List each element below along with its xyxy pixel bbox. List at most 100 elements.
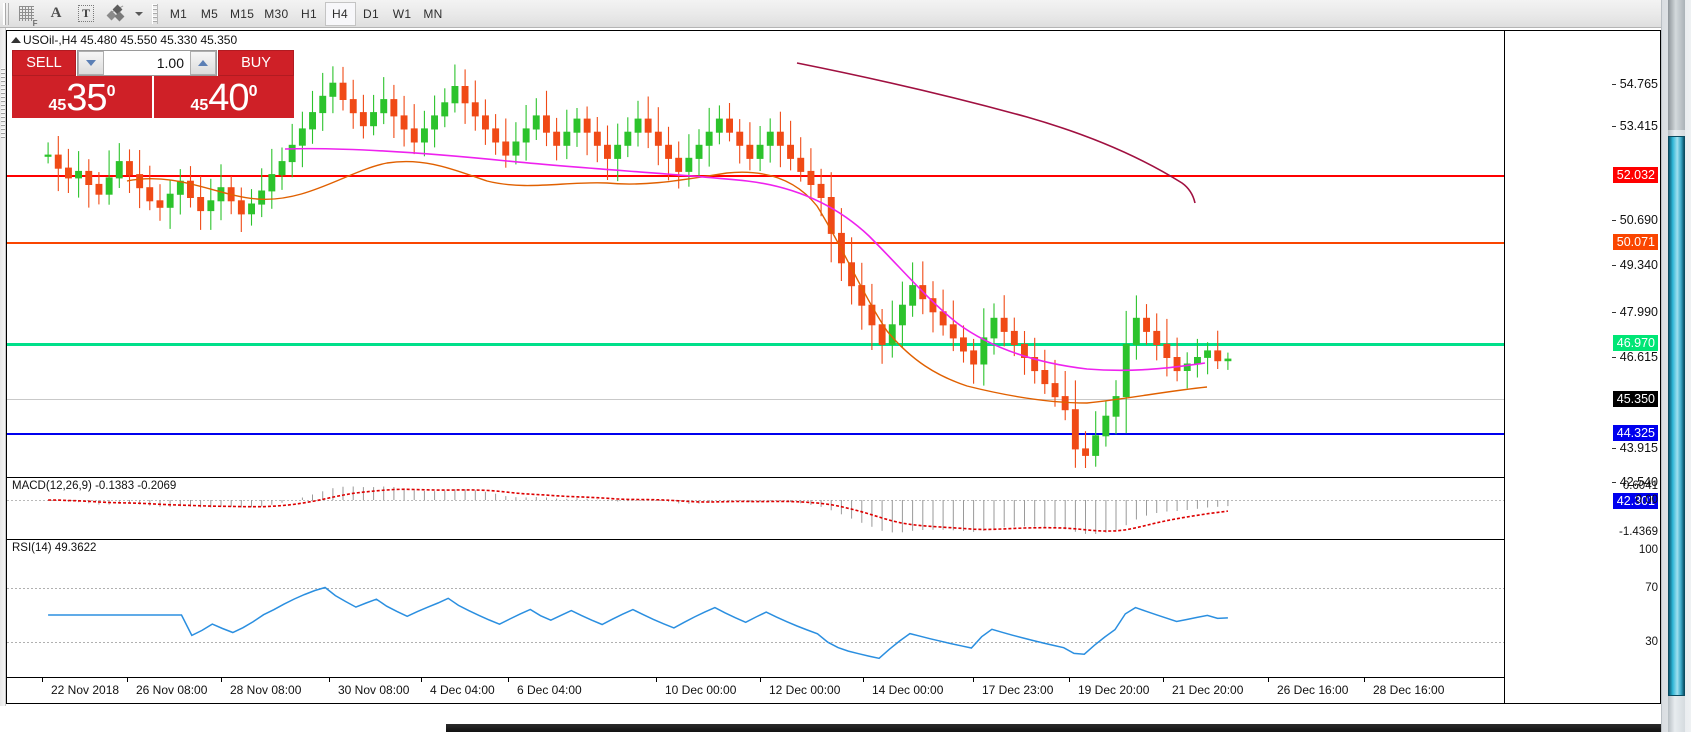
price-badge-50071[interactable]: 50.071 <box>1612 234 1658 250</box>
rsi-line <box>48 586 1228 660</box>
toolbar-drag-handle[interactable] <box>3 2 9 25</box>
trade-panel-price-row: 45 35 0 45 40 0 <box>12 76 294 118</box>
rsi-pane[interactable]: RSI(14) 49.3622 <box>7 539 1504 675</box>
candle-body <box>54 154 62 169</box>
time-axis-label-text: 26 Nov 08:00 <box>136 683 208 697</box>
ma-orange-line <box>126 160 1208 404</box>
price-badge-45350[interactable]: 45.350 <box>1612 391 1658 407</box>
candle-body <box>1000 317 1008 332</box>
candle-body <box>471 102 479 117</box>
objects-shapes-icon[interactable] <box>101 2 131 26</box>
price-tick-53415: 53.415 <box>1611 119 1658 133</box>
candle-body <box>380 99 388 114</box>
price-tick-value: 49.340 <box>1619 258 1658 272</box>
current-price-line-45350 <box>7 399 1504 400</box>
candle-body <box>248 203 256 215</box>
time-axis-label-text: 4 Dec 04:00 <box>430 683 495 697</box>
price-tick-value: 46.615 <box>1619 350 1658 364</box>
time-axis-label: 12 Dec 00:00 <box>760 677 840 697</box>
candle-body <box>899 304 906 326</box>
candle-body <box>766 131 774 146</box>
candle-body <box>736 131 744 146</box>
sell-button[interactable]: SELL <box>12 50 76 76</box>
price-badge-42301[interactable]: 42.301 <box>1612 493 1658 509</box>
price-badge-52032[interactable]: 52.032 <box>1612 167 1658 183</box>
candle-body <box>1143 317 1150 332</box>
chart-frame[interactable]: USOil-,H4 45.480 45.550 45.330 45.350 <box>6 30 1661 704</box>
time-axis-label: 14 Dec 00:00 <box>863 677 944 697</box>
timeframe-w1[interactable]: W1 <box>392 6 412 21</box>
volume-increase-button[interactable] <box>190 51 216 75</box>
grid-f-icon[interactable] <box>11 2 41 28</box>
candle-body <box>492 128 500 143</box>
time-axis-label-text: 14 Dec 00:00 <box>872 683 944 697</box>
candle-body <box>756 144 764 159</box>
volume-stepper[interactable]: 1.00 <box>77 50 217 76</box>
price-axis[interactable]: 54.765 53.415 52.032 50.690 50.071 49.340 47.9… <box>1504 31 1660 703</box>
time-axis-label: 28 Dec 16:00 <box>1364 677 1444 697</box>
price-tick-value: 44.325 <box>1616 426 1655 440</box>
price-badge-46970[interactable]: 46.970 <box>1612 335 1658 351</box>
timeframe-m5[interactable]: M5 <box>200 6 219 21</box>
timeframe-m15[interactable]: M15 <box>230 6 255 21</box>
candle-body <box>370 112 378 127</box>
candle-body <box>339 82 347 100</box>
time-axis-label: 6 Dec 04:00 <box>508 677 582 697</box>
chart-triangle-icon <box>11 37 21 43</box>
time-axis-label: 30 Nov 08:00 <box>329 677 409 697</box>
sell-price-sup: 0 <box>106 83 116 100</box>
left-rail-grip[interactable] <box>1 68 5 138</box>
support-line-44325[interactable] <box>7 433 1504 435</box>
buy-price-small: 45 <box>190 97 209 114</box>
candle-body <box>776 131 784 146</box>
vertical-scrollbar-area[interactable] <box>1661 0 1691 732</box>
candle-body <box>634 118 642 133</box>
candle-body <box>126 161 133 176</box>
candle-body <box>410 128 418 143</box>
time-axis[interactable]: 22 Nov 2018 26 Nov 08:00 28 Nov 08:00 30 No… <box>7 677 1504 703</box>
buy-button[interactable]: BUY <box>218 50 294 76</box>
candle-body <box>695 144 703 159</box>
candle-body <box>329 82 337 97</box>
resistance-line-52032[interactable] <box>7 175 1504 177</box>
candle-body <box>868 304 876 326</box>
resistance-line-50071[interactable] <box>7 242 1504 244</box>
volume-input[interactable]: 1.00 <box>104 51 190 75</box>
timeframe-m1[interactable]: M1 <box>169 6 188 21</box>
volume-decrease-button[interactable] <box>78 51 104 75</box>
support-line-46970[interactable] <box>7 343 1504 346</box>
candle-body <box>604 144 611 159</box>
price-tick-47990: 47.990 <box>1611 305 1658 319</box>
chevron-down-icon[interactable] <box>131 2 147 26</box>
candle-body <box>1061 396 1069 411</box>
price-tick-value: 43.915 <box>1619 441 1658 455</box>
candle-body <box>583 118 591 133</box>
candle-body <box>715 118 723 133</box>
text-a-icon[interactable]: A <box>41 2 71 26</box>
timeframe-m30[interactable]: M30 <box>264 6 289 21</box>
candle-body <box>726 118 733 133</box>
text-label-t-icon[interactable]: T <box>71 2 101 26</box>
timeframe-h4[interactable]: H4 <box>324 1 356 26</box>
time-axis-label: 28 Nov 08:00 <box>221 677 301 697</box>
ma-magenta-line <box>284 147 1206 372</box>
timeframe-mn[interactable]: MN <box>423 6 443 21</box>
candle-body <box>115 161 123 179</box>
vertical-scrollbar-cap <box>1668 0 1685 130</box>
price-badge-44325[interactable]: 44.325 <box>1612 425 1658 441</box>
horizontal-scrollbar[interactable] <box>446 724 1661 732</box>
vertical-scrollbar-thumb[interactable] <box>1668 136 1685 696</box>
candle-body <box>146 187 154 202</box>
one-click-trading-panel[interactable]: SELL 1.00 BUY 45 35 0 <box>12 50 294 118</box>
macd-axis-tick: 0.6041 <box>1622 480 1658 492</box>
timeframe-h1[interactable]: H1 <box>301 6 317 21</box>
buy-price-display[interactable]: 45 40 0 <box>154 76 294 118</box>
left-toolbar-rail <box>0 28 6 732</box>
macd-pane[interactable]: MACD(12,26,9) -0.1383 -0.2069 <box>7 477 1504 537</box>
rsi-axis-tick: 100 <box>1638 544 1658 556</box>
candle-body <box>1183 363 1191 371</box>
price-tick-value: 52.032 <box>1616 168 1655 182</box>
candle-body <box>1173 357 1181 372</box>
timeframe-d1[interactable]: D1 <box>363 6 379 21</box>
sell-price-display[interactable]: 45 35 0 <box>12 76 154 118</box>
